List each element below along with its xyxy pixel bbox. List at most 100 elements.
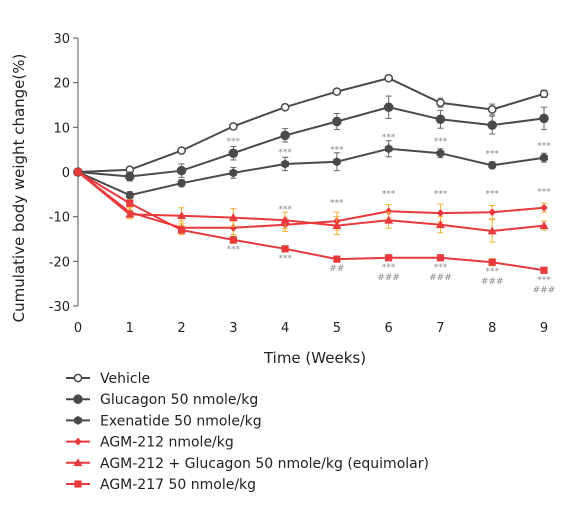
series-line: [77, 147, 545, 197]
data-point: [125, 171, 135, 182]
significance-label: ***: [382, 263, 396, 273]
y-tick-label: -10: [49, 211, 70, 226]
series-5: [73, 167, 549, 243]
legend-label: AGM-212 nmole/kg: [100, 435, 234, 451]
data-point: [384, 207, 393, 216]
y-tick-label: 20: [53, 77, 70, 92]
significance-label: ***: [227, 137, 241, 147]
series-line: [77, 171, 545, 233]
plot-area: [73, 73, 549, 274]
data-point: [436, 254, 445, 262]
significance-label: ***: [485, 149, 499, 159]
x-tick-label: 9: [540, 321, 548, 336]
data-point: [177, 178, 186, 188]
significance-label: ***: [278, 254, 292, 264]
significance-label: ***: [382, 190, 396, 200]
data-point: [125, 190, 134, 200]
legend-item: AGM-212 + Glucagon 50 nmole/kg (equimola…: [66, 456, 429, 472]
x-tick-labels: 0 1 2 3 4 5 6 7 8 9: [74, 321, 548, 336]
y-tick-label: 30: [53, 32, 70, 47]
data-point: [333, 157, 341, 167]
legend-label: Exenatide 50 nmole/kg: [100, 413, 262, 429]
data-point: [384, 144, 393, 154]
legend-label: AGM-217 50 nmole/kg: [100, 477, 256, 493]
significance-label: ***: [434, 263, 448, 273]
data-point: [280, 130, 290, 141]
data-point: [229, 224, 238, 232]
significance-label: ***: [278, 148, 292, 158]
data-point: [539, 89, 549, 99]
x-tick-label: 0: [74, 321, 82, 336]
data-point: [539, 221, 549, 229]
legend-marker: [73, 458, 83, 467]
legend-marker: [73, 394, 83, 404]
significance-label: ***: [330, 198, 344, 208]
data-point: [333, 255, 341, 263]
x-tick-label: 4: [281, 321, 289, 336]
data-point: [385, 254, 393, 262]
data-point: [125, 209, 135, 218]
data-point: [229, 236, 237, 244]
data-point: [436, 98, 445, 108]
series-4: [74, 168, 548, 236]
series-2: [73, 95, 549, 182]
data-point: [540, 266, 548, 274]
significance-label: ***: [434, 190, 448, 200]
data-point: [540, 153, 548, 163]
data-point: [281, 245, 289, 253]
data-point: [539, 113, 549, 124]
legend-item: Exenatide 50 nmole/kg: [66, 413, 262, 429]
y-tick-label: 10: [53, 121, 70, 136]
x-tick-label: 7: [436, 321, 444, 336]
y-tick-label: -20: [49, 255, 70, 270]
legend-label: Vehicle: [100, 371, 150, 387]
data-point: [177, 211, 187, 220]
significance-label: ###: [429, 273, 452, 283]
x-tick-label: 8: [488, 321, 496, 336]
data-point: [177, 146, 186, 155]
data-point: [281, 159, 289, 169]
x-tick-label: 6: [385, 321, 393, 336]
significance-label: ***: [537, 187, 551, 197]
legend-item: AGM-212 nmole/kg: [66, 435, 234, 451]
legend-marker: [74, 415, 82, 425]
data-point: [435, 114, 446, 125]
data-point: [540, 203, 548, 212]
x-tick-label: 5: [333, 321, 341, 336]
significance-label: ***: [227, 245, 241, 255]
y-tick-label: -30: [49, 300, 70, 315]
legend-label: Glucagon 50 nmole/kg: [100, 392, 258, 408]
data-point: [74, 168, 82, 176]
data-point: [177, 226, 186, 234]
significance-label: ***: [485, 267, 499, 277]
y-tick-label: 0: [62, 166, 70, 181]
series-line: [77, 171, 545, 272]
significance-label: ***: [434, 137, 448, 147]
significance-annotations: *********************##*********###*****…: [227, 133, 556, 295]
significance-label: ###: [481, 277, 504, 287]
significance-label: ***: [537, 142, 551, 152]
data-point: [280, 102, 290, 112]
data-point: [488, 160, 497, 170]
significance-label: ***: [537, 275, 551, 285]
significance-label: ###: [533, 285, 556, 295]
data-point: [436, 148, 445, 158]
data-point: [383, 102, 394, 113]
data-point: [487, 226, 497, 235]
data-point: [384, 73, 394, 83]
data-point: [280, 215, 290, 224]
data-point: [332, 116, 342, 127]
legend-item: Vehicle: [66, 371, 150, 387]
data-point: [228, 213, 238, 221]
legend-item: AGM-217 50 nmole/kg: [66, 477, 256, 493]
significance-label: ###: [377, 273, 400, 283]
data-point: [487, 105, 497, 114]
legend-marker: [74, 480, 82, 488]
series-line: [77, 171, 545, 229]
data-point: [126, 199, 134, 207]
data-point: [229, 168, 238, 178]
legend-marker: [74, 437, 82, 446]
series-1: [73, 73, 549, 177]
data-point: [332, 221, 342, 229]
